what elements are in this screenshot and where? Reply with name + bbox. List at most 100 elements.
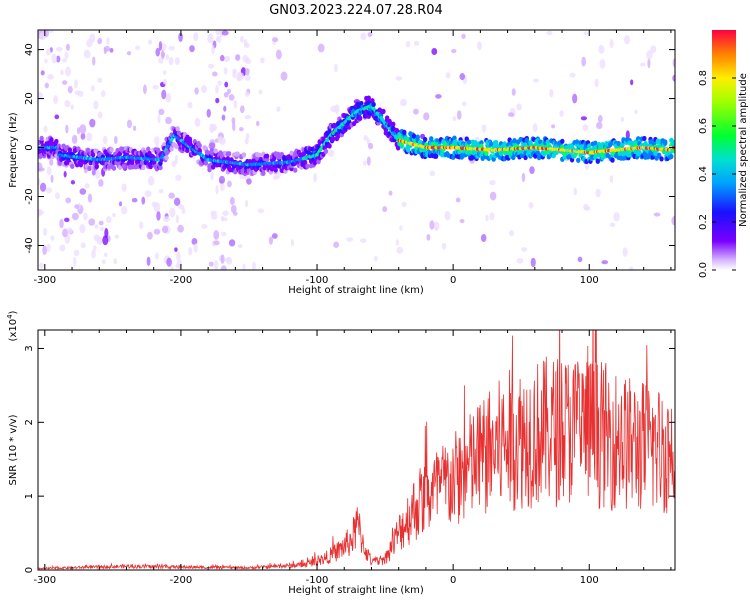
noise-blob [71,212,79,221]
noise-blob [87,193,93,203]
noise-blob [206,108,211,118]
noise-blob [405,41,411,48]
noise-blob [62,228,68,238]
noise-blob [426,233,431,241]
noise-blob [255,120,260,127]
noise-blob [168,56,174,66]
noise-blob [86,132,93,142]
ridge-blob [402,129,407,135]
noise-blob [317,43,325,53]
noise-blob [594,78,599,88]
noise-blob [181,207,186,214]
ridge-blob [176,130,182,136]
noise-blob [146,256,151,267]
noise-blob [187,101,193,109]
noise-blob [455,197,461,203]
noise-blob [39,32,46,41]
noise-blob [441,242,447,250]
noise-blob [160,49,165,60]
noise-blob [530,257,536,268]
noise-blob [451,49,457,54]
colorbar-ticks: 0.0 0.2 0.4 0.6 0.8 [698,70,736,278]
noise-blob [233,99,238,109]
noise-blob [271,233,278,239]
noise-blob [70,104,74,110]
ridge-blob [293,167,298,173]
ridge-blob [257,152,262,158]
ridge-blob [316,159,321,165]
noise-blob [639,62,646,67]
noise-blob [139,221,144,230]
noise-blob [88,218,96,226]
noise-blob [367,32,373,37]
noise-blob [276,106,281,112]
noise-blob [215,84,219,94]
ridge-blob [593,140,598,146]
noise-blob [194,117,201,127]
snr-multiplier: (x104) [6,310,19,341]
noise-blob [53,94,58,104]
ridge-blob [264,153,270,159]
noise-blob [109,47,114,53]
ridge-blob [560,138,565,144]
noise-blob [113,258,118,265]
noise-blob [65,43,70,51]
ridge-blob [381,108,386,114]
noise-blob [601,260,609,265]
ridge-blob [489,141,494,147]
snr-xtick-label: 100 [580,575,599,586]
noise-blob [113,135,118,145]
noise-blob [334,104,340,115]
spectrogram-ytick-label: 20 [24,92,35,105]
noise-blob [165,116,172,125]
noise-blob [599,58,606,69]
noise-blob [51,53,58,64]
noise-blob [280,71,288,81]
noise-blob [83,49,91,59]
ridge-blob [384,115,390,121]
ridge-blob [148,164,153,170]
noise-blob [44,58,48,64]
ridge-blob [484,150,489,156]
noise-blob [219,183,225,192]
noise-blob [162,70,167,75]
noise-blob [158,188,164,194]
noise-blob [596,121,603,130]
noise-blob [189,45,195,53]
noise-blob [73,256,77,267]
noise-blob [395,76,403,81]
noise-blob [373,255,378,262]
noise-blob [208,142,216,150]
ridge-blob [226,151,232,157]
noise-blob [54,114,60,120]
ridge-blob [312,160,318,166]
noise-blob [516,103,522,111]
noise-blob [231,117,236,124]
noise-blob [174,154,178,165]
noise-blob [103,252,108,258]
ridge-blob [366,95,371,101]
noise-blob [44,82,49,89]
snr-ytick-label: 0 [24,567,35,573]
noise-blob [528,202,534,209]
ridge-blob [233,169,238,175]
noise-blob [572,93,578,104]
ridge-blob [70,163,75,169]
noise-blob [60,69,64,76]
noise-blob [597,114,603,123]
noise-blob [251,261,256,270]
noise-blob [481,124,487,133]
noise-blob [177,224,184,233]
noise-blob [45,187,53,194]
noise-blob [112,213,116,218]
noise-blob [223,55,231,62]
noise-blob [63,170,67,178]
ridge-blob [111,165,117,171]
noise-blob [223,67,228,75]
noise-blob [672,58,675,68]
noise-blob [207,33,214,44]
noise-blob [244,138,249,145]
noise-blob [219,54,225,62]
